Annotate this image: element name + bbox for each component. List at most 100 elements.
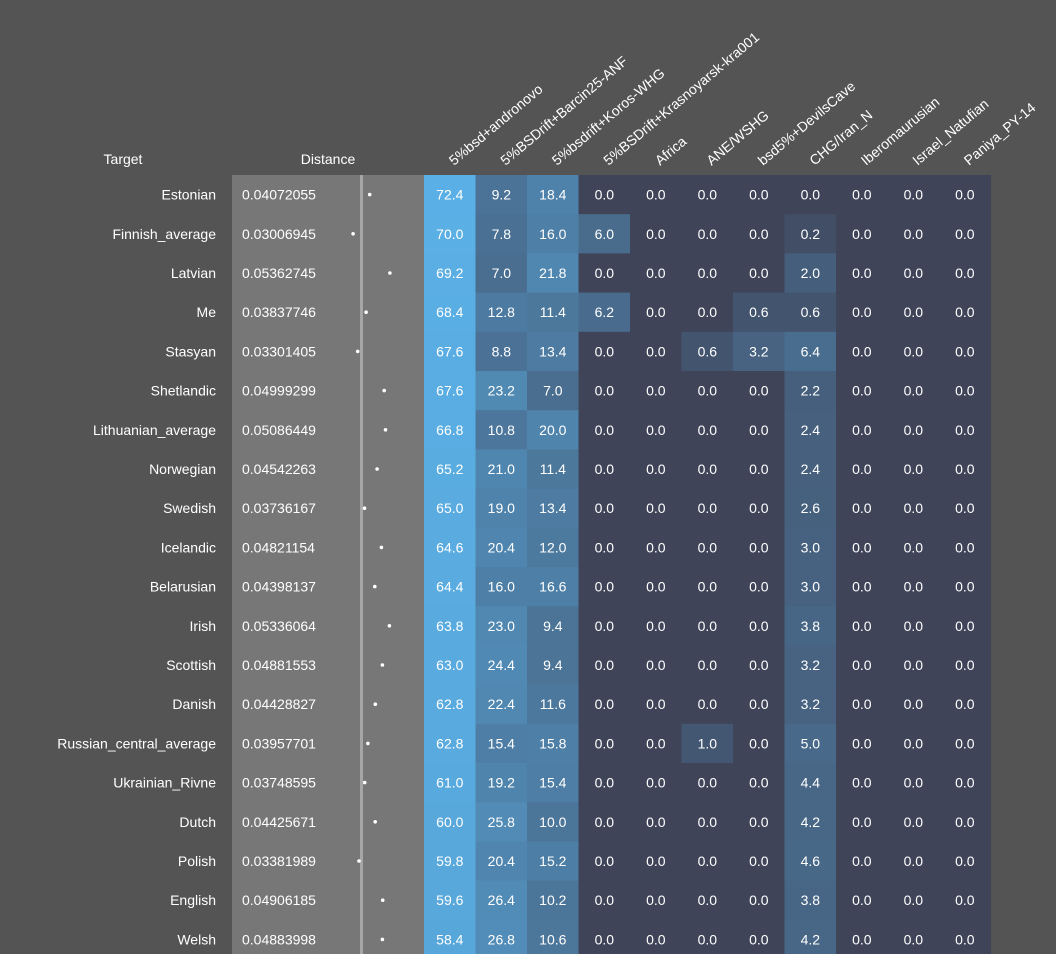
distance-dot [380,937,385,942]
cell-value: 4.4 [801,775,821,791]
heatmap-cell [630,606,683,646]
heatmap-cell [939,645,992,686]
heatmap-cell [939,880,992,921]
heatmap-cell [630,253,683,294]
heatmap-cell [836,331,889,372]
heatmap-cell [733,567,786,607]
cell-value: 19.2 [488,775,515,791]
heatmap-rows: Estonian 0.04072055 72.4 9.2 18.4 0.0 0.0 0.0 0.… [57,175,992,954]
cell-value: 16.0 [539,226,566,242]
cell-value: 0.0 [852,657,872,673]
cell-value: 0.0 [698,226,718,242]
cell-value: 0.0 [904,618,924,634]
table-row: Scottish 0.04881553 63.0 24.4 9.4 0.0 0.0 0.0 0.… [166,645,992,686]
table-row: Belarusian 0.04398137 64.4 16.0 16.6 0.0 0.0 0.… [150,567,992,607]
cell-value: 0.0 [646,304,666,320]
cell-value: 2.2 [801,383,821,399]
heatmap-cell [939,253,992,294]
distance-divider [360,175,363,954]
heatmap-cell [784,175,837,215]
heatmap-cell [887,527,940,568]
heatmap-cell [475,253,528,294]
heatmap-cell [836,645,889,686]
heatmap-cell [578,527,631,568]
cell-value: 0.0 [646,500,666,516]
heatmap-cell [630,371,683,411]
heatmap-cell [784,292,837,333]
heatmap-cell [939,723,992,764]
heatmap-cell [836,763,889,803]
cell-value: 22.4 [488,696,515,712]
distance-value: 0.03957701 [242,735,316,751]
cell-value: 0.0 [904,461,924,477]
distance-value: 0.04821154 [242,539,315,555]
heatmap-cell [527,449,580,490]
cell-value: 0.0 [698,775,718,791]
cell-value: 10.8 [488,422,515,438]
heatmap-cell [681,841,734,882]
cell-value: 0.0 [955,461,975,477]
heatmap-cell [784,841,837,882]
cell-value: 3.0 [801,539,821,555]
heatmap-cell [527,723,580,764]
heatmap-cell [887,723,940,764]
cell-value: 61.0 [436,775,463,791]
heatmap-cell [681,371,734,411]
cell-value: 0.0 [749,814,769,830]
heatmap-cell [836,292,889,333]
cell-value: 8.8 [492,343,512,359]
cell-value: 0.0 [749,579,769,595]
heatmap-cell [836,214,889,254]
cell-value: 0.0 [698,892,718,908]
cell-value: 0.0 [955,539,975,555]
cell-value: 0.0 [595,422,615,438]
heatmap-cell [939,331,992,372]
heatmap-cell [527,371,580,411]
heatmap-cell [527,292,580,333]
heatmap-cell [887,802,940,842]
distance-dot [380,898,385,902]
cell-value: 20.0 [539,422,566,438]
cell-value: 0.0 [955,775,975,791]
cell-value: 0.0 [904,539,924,555]
cell-value: 67.6 [436,383,463,399]
cell-value: 0.0 [595,696,615,712]
target-label: Swedish [163,500,216,516]
heatmap-cell [630,292,683,333]
heatmap-cell [630,214,683,254]
cell-value: 0.0 [904,853,924,869]
table-row: Russian_central_average 0.03957701 62.8 15.… [57,723,992,764]
cell-value: 23.2 [488,383,515,399]
distance-value: 0.03381989 [242,853,316,869]
cell-value: 0.0 [698,657,718,673]
cell-value: 19.0 [488,500,515,516]
cell-value: 2.4 [801,422,821,438]
cell-value: 58.4 [436,931,463,947]
heatmap-cell [733,880,786,921]
cell-value: 0.0 [646,422,666,438]
heatmap-cell [836,880,889,921]
cell-value: 0.0 [595,343,615,359]
heatmap-cell [424,292,477,333]
heatmap-cell [887,567,940,607]
heatmap-cell [475,763,528,803]
cell-value: 0.0 [852,539,872,555]
heatmap-cell [630,684,683,725]
cell-value: 11.6 [540,696,566,712]
heatmap-cell [578,567,631,607]
cell-value: 0.0 [595,383,615,399]
cell-value: 0.0 [904,814,924,830]
heatmap-cell [681,410,734,450]
heatmap-cell [784,919,837,954]
heatmap-cell [836,527,889,568]
distance-dot [355,349,360,354]
heatmap-cell [578,606,631,646]
heatmap-cell [733,175,786,215]
distance-dot [364,310,368,315]
cell-value: 0.0 [955,853,975,869]
distance-value: 0.04906185 [242,892,316,908]
heatmap-cell [475,371,528,411]
heatmap-cell [424,371,477,411]
heatmap-cell [578,253,631,294]
heatmap-cell [784,449,837,490]
